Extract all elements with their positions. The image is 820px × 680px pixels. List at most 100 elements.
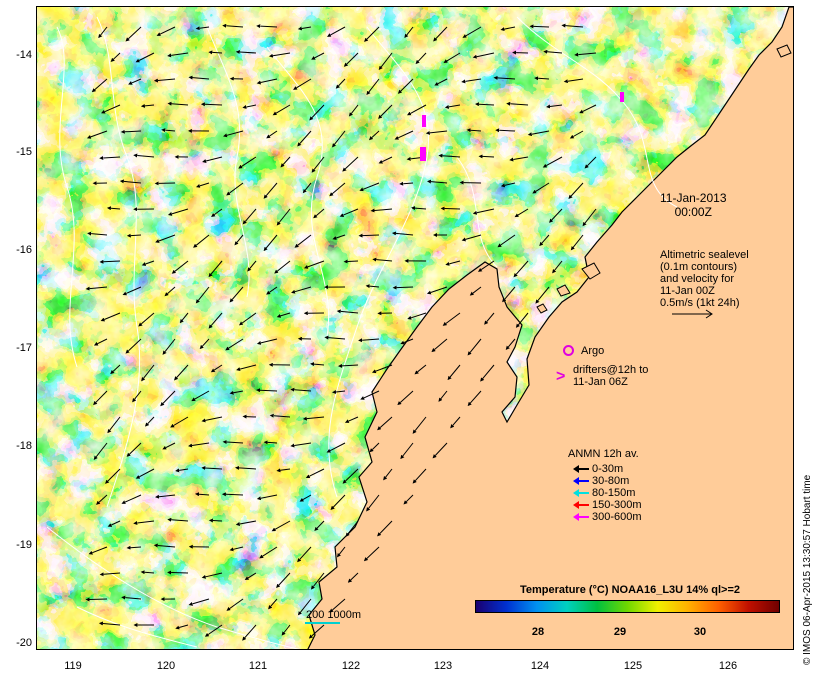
velocity-arrow	[221, 492, 244, 497]
velocity-arrow	[229, 546, 244, 552]
x-tick-label: 119	[64, 660, 82, 672]
velocity-arrow	[406, 104, 427, 116]
velocity-arrow	[326, 442, 346, 453]
altimetry-note: Altimetric sealevel (0.1m contours) and …	[660, 249, 749, 309]
velocity-arrow	[348, 104, 359, 117]
velocity-arrow	[561, 23, 584, 28]
velocity-arrow	[509, 156, 529, 162]
velocity-arrow	[326, 26, 346, 37]
velocity-arrow	[229, 286, 244, 303]
velocity-arrow	[309, 104, 325, 121]
velocity-arrow	[369, 442, 380, 453]
velocity-arrow	[96, 494, 108, 505]
velocity-arrow	[329, 598, 346, 613]
velocity-arrow	[256, 494, 278, 501]
velocity-arrow	[276, 572, 291, 589]
velocity-arrow	[167, 101, 189, 106]
velocity-arrow	[208, 518, 223, 523]
velocity-arrow	[570, 234, 584, 251]
velocity-arrow	[332, 234, 346, 240]
velocity-arrow	[175, 468, 189, 473]
land-mass	[307, 7, 793, 649]
velocity-arrow	[440, 206, 461, 211]
velocity-arrow	[378, 156, 393, 164]
velocity-arrow	[195, 492, 210, 497]
legend-item-label: 0-30m	[592, 463, 624, 475]
velocity-arrow	[426, 286, 448, 295]
velocity-arrow	[438, 153, 461, 158]
y-tick-label: -16	[16, 244, 32, 256]
velocity-arrow	[91, 78, 108, 93]
velocity-arrow	[412, 416, 427, 434]
velocity-arrow	[502, 286, 516, 303]
velocity-arrow	[170, 416, 189, 428]
velocity-arrow	[107, 416, 121, 434]
velocity-arrows	[85, 23, 597, 641]
velocity-arrow	[411, 206, 427, 211]
legend-arrow-icon	[573, 477, 589, 485]
velocity-arrow	[407, 312, 427, 320]
velocity-arrow	[403, 494, 414, 505]
velocity-arrow	[297, 130, 312, 147]
velocity-arrow	[370, 208, 393, 213]
velocity-arrow	[222, 23, 244, 28]
velocity-arrow	[366, 494, 380, 512]
velocity-arrow	[126, 442, 142, 457]
velocity-arrow	[506, 101, 529, 106]
velocity-arrow	[415, 52, 427, 65]
velocity-arrow	[107, 520, 121, 527]
velocity-arrow	[140, 103, 155, 108]
velocity-arrow	[99, 156, 121, 160]
velocity-arrow	[106, 206, 121, 211]
velocity-arrow	[259, 546, 278, 559]
velocity-arrow	[472, 208, 495, 215]
legend-arrow-icon	[573, 513, 589, 521]
velocity-arrow	[450, 416, 461, 429]
velocity-arrow	[256, 338, 278, 345]
velocity-arrow	[500, 182, 516, 188]
velocity-arrow	[211, 208, 223, 217]
velocity-arrow	[546, 104, 563, 109]
velocity-arrow	[329, 182, 346, 197]
velocity-arrow	[305, 468, 325, 478]
velocity-arrow	[138, 312, 155, 327]
velocity-arrow	[447, 364, 461, 381]
velocity-arrow	[364, 26, 380, 42]
velocity-arrow	[358, 338, 380, 343]
velocity-arrow	[121, 595, 142, 600]
date-label: 11-Jan-2013 00:00Z	[660, 191, 727, 219]
velocity-arrow	[256, 24, 278, 29]
velocity-arrow	[462, 26, 482, 38]
velocity-arrow	[404, 26, 414, 39]
y-tick-label: -20	[16, 637, 32, 649]
velocity-arrow	[534, 76, 550, 81]
velocity-arrow	[484, 312, 495, 325]
velocity-arrow	[358, 233, 380, 238]
colorbar-tick-label: 30	[693, 626, 707, 638]
velocity-arrow	[235, 465, 257, 470]
velocity-arrow	[174, 364, 189, 381]
velocity-arrow	[444, 104, 461, 109]
velocity-arrow	[200, 102, 223, 107]
legend-item-label: 80-150m	[592, 487, 636, 499]
velocity-arrow	[313, 208, 325, 219]
velocity-arrow	[391, 231, 414, 236]
velocity-arrow	[122, 286, 142, 296]
colorbar-title: Temperature (°C) NOAA16_L3U 14% ql>=2	[520, 584, 740, 596]
velocity-arrow	[223, 130, 244, 138]
velocity-arrow	[208, 312, 223, 329]
velocity-arrow	[297, 546, 312, 563]
velocity-arrow	[121, 494, 142, 504]
velocity-arrow	[86, 130, 108, 139]
velocity-arrow	[432, 442, 448, 459]
velocity-arrow	[400, 442, 414, 460]
velocity-arrow	[167, 517, 189, 522]
velocity-arrow	[93, 442, 108, 460]
velocity-arrow	[529, 24, 550, 29]
velocity-arrow	[338, 363, 359, 368]
legend-title: ANMN 12h av.	[568, 448, 639, 460]
velocity-arrow	[269, 413, 291, 418]
velocity-arrow	[314, 520, 325, 531]
velocity-arrow	[527, 130, 550, 137]
velocity-arrow	[342, 468, 359, 484]
